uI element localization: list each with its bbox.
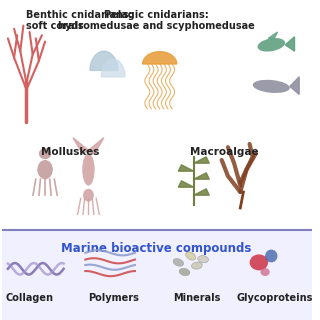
Ellipse shape	[37, 160, 53, 179]
Ellipse shape	[173, 259, 184, 266]
Text: Glycoproteins: Glycoproteins	[236, 293, 313, 303]
Polygon shape	[90, 51, 118, 70]
Text: Molluskes: Molluskes	[41, 147, 99, 157]
Ellipse shape	[39, 148, 51, 159]
Text: Marine bioactive compounds: Marine bioactive compounds	[61, 242, 252, 255]
Text: Minerals: Minerals	[173, 293, 220, 303]
Ellipse shape	[260, 268, 270, 276]
Ellipse shape	[253, 80, 290, 93]
Polygon shape	[178, 165, 194, 171]
Text: Polymers: Polymers	[88, 293, 139, 303]
Text: Pelagic cnidarians:
hydromedusae and scyphomedusae: Pelagic cnidarians: hydromedusae and scy…	[58, 10, 255, 31]
FancyBboxPatch shape	[2, 230, 312, 320]
Ellipse shape	[198, 255, 208, 263]
Ellipse shape	[83, 189, 94, 202]
Polygon shape	[73, 138, 88, 154]
Polygon shape	[101, 59, 125, 77]
Text: Macroalgae: Macroalgae	[190, 147, 259, 157]
Text: Benthic cnidarians:
soft corals: Benthic cnidarians: soft corals	[27, 10, 133, 31]
Ellipse shape	[185, 252, 196, 260]
Ellipse shape	[265, 250, 277, 262]
Ellipse shape	[250, 254, 268, 270]
Polygon shape	[194, 157, 209, 163]
Polygon shape	[194, 189, 209, 195]
Polygon shape	[268, 32, 277, 38]
Ellipse shape	[179, 268, 190, 276]
Polygon shape	[88, 138, 104, 154]
Polygon shape	[285, 37, 294, 51]
Polygon shape	[194, 173, 209, 179]
Text: Collagen: Collagen	[5, 293, 53, 303]
Ellipse shape	[258, 38, 285, 52]
Ellipse shape	[192, 262, 202, 269]
Ellipse shape	[82, 154, 95, 186]
Polygon shape	[290, 77, 299, 94]
Polygon shape	[178, 181, 194, 187]
Polygon shape	[143, 52, 177, 64]
